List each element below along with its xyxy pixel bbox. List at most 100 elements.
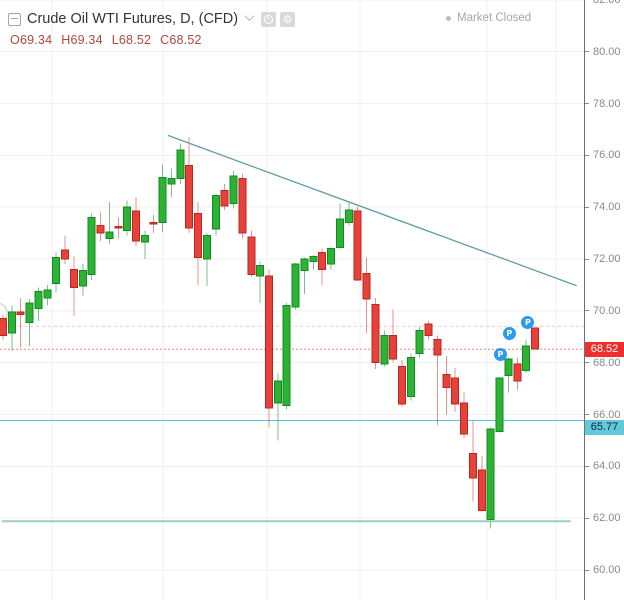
candle-body: [167, 178, 176, 185]
candle-body: [247, 236, 256, 276]
tick-mark: [585, 465, 589, 467]
candle-body: [0, 318, 7, 336]
tick-mark: [585, 258, 589, 260]
candle-body: [114, 226, 123, 229]
tick-mark: [585, 362, 589, 364]
candle-body: [220, 189, 229, 207]
data-mode-icon: [264, 14, 274, 24]
market-status-text: Market Closed: [457, 12, 532, 24]
price-tick-label: 78.00: [593, 97, 621, 110]
high-value: 69.34: [70, 33, 103, 47]
candle-body: [61, 249, 70, 260]
candle-body: [486, 428, 495, 520]
candle-body: [16, 311, 25, 316]
tick-mark: [585, 154, 589, 156]
candle-body: [468, 452, 477, 479]
candle-body: [123, 206, 132, 232]
price-tick-label: 62.00: [593, 512, 621, 525]
candle-body: [238, 178, 247, 234]
market-status: Market Closed: [446, 12, 531, 24]
price-tick-label: 60.00: [593, 564, 621, 576]
low-label: L: [111, 33, 119, 47]
open-value: 69.34: [19, 33, 53, 47]
candle-body: [34, 290, 43, 309]
watermark-arc: [0, 302, 8, 324]
price-scale[interactable]: 82.00 80.00 78.00 76.00 74.00 72.00 70.00 68.00…: [584, 0, 624, 600]
low-value: 68.52: [118, 33, 152, 47]
candle-body: [477, 469, 486, 511]
caret-down-icon[interactable]: [244, 10, 255, 21]
candle-body: [185, 165, 194, 229]
candle-body: [433, 338, 442, 356]
candle-body: [87, 217, 96, 276]
price-tick-label: 74.00: [593, 201, 621, 214]
candle-body: [415, 329, 424, 355]
close-label: C: [160, 33, 170, 47]
candle-body: [406, 356, 415, 397]
candle-body: [398, 366, 407, 405]
candle-body: [140, 235, 149, 243]
tick-mark: [585, 517, 589, 519]
position-marker-badge[interactable]: P: [502, 327, 516, 341]
candle-body: [176, 149, 185, 180]
candle-body: [380, 334, 389, 365]
candle-body: [52, 257, 61, 285]
settings-gear-icon: ⚙: [282, 12, 293, 26]
symbol-legend: Crude Oil WTI Futures, D, (CFD) ⚙: [8, 10, 296, 28]
position-marker-badge[interactable]: P: [493, 348, 507, 362]
close-value: 68.52: [169, 33, 202, 47]
candle-body: [211, 195, 220, 230]
tick-mark: [585, 569, 589, 571]
tick-mark: [585, 310, 589, 312]
candle-body: [327, 248, 336, 265]
tick-mark: [585, 206, 589, 208]
candle-body: [335, 218, 344, 248]
candle-body: [353, 210, 362, 281]
candle-body: [442, 373, 451, 388]
data-mode-button[interactable]: [261, 11, 277, 27]
candle-body: [389, 334, 398, 360]
candle-body: [282, 305, 291, 406]
price-tick-label: 80.00: [593, 45, 621, 58]
alert-price-label: 65.77: [585, 419, 624, 435]
price-tick-label: 68.00: [593, 356, 621, 369]
candle-body: [132, 210, 141, 242]
candle-body: [522, 345, 531, 371]
price-tick-label: 70.00: [593, 304, 621, 317]
candle-body: [194, 213, 203, 259]
candle-body: [273, 380, 282, 404]
candle-body: [7, 311, 16, 334]
candle-body: [158, 176, 167, 224]
candle-body: [291, 263, 300, 308]
candle-body: [43, 289, 52, 299]
candle-body: [300, 258, 309, 272]
last-price-label: 68.52: [585, 341, 624, 357]
settings-button[interactable]: ⚙: [280, 11, 296, 27]
tick-mark: [585, 103, 589, 105]
position-marker-badge[interactable]: P: [521, 316, 535, 329]
candle-body: [229, 175, 238, 204]
symbol-title[interactable]: Crude Oil WTI Futures, D, (CFD): [27, 11, 239, 27]
open-label: O: [10, 33, 20, 47]
candle-body: [451, 377, 460, 405]
descending-trendline[interactable]: [167, 134, 577, 287]
market-status-dot-icon: [446, 15, 451, 21]
candle-body: [96, 224, 105, 234]
collapse-legend-icon[interactable]: [8, 12, 21, 26]
price-tick-label: 82.00: [593, 0, 621, 6]
candle-body: [105, 231, 114, 239]
candle-body: [265, 275, 274, 409]
high-label: H: [61, 33, 71, 47]
candle-body: [371, 303, 380, 364]
tick-mark: [585, 414, 589, 415]
candle-body: [504, 358, 513, 377]
candle-body: [309, 255, 318, 263]
candle-body: [344, 209, 353, 224]
price-tick-label: 72.00: [593, 253, 621, 266]
candle-body: [495, 377, 504, 432]
price-tick-label: 76.00: [593, 149, 621, 162]
candle-body: [531, 327, 540, 350]
candle-body: [513, 363, 522, 382]
